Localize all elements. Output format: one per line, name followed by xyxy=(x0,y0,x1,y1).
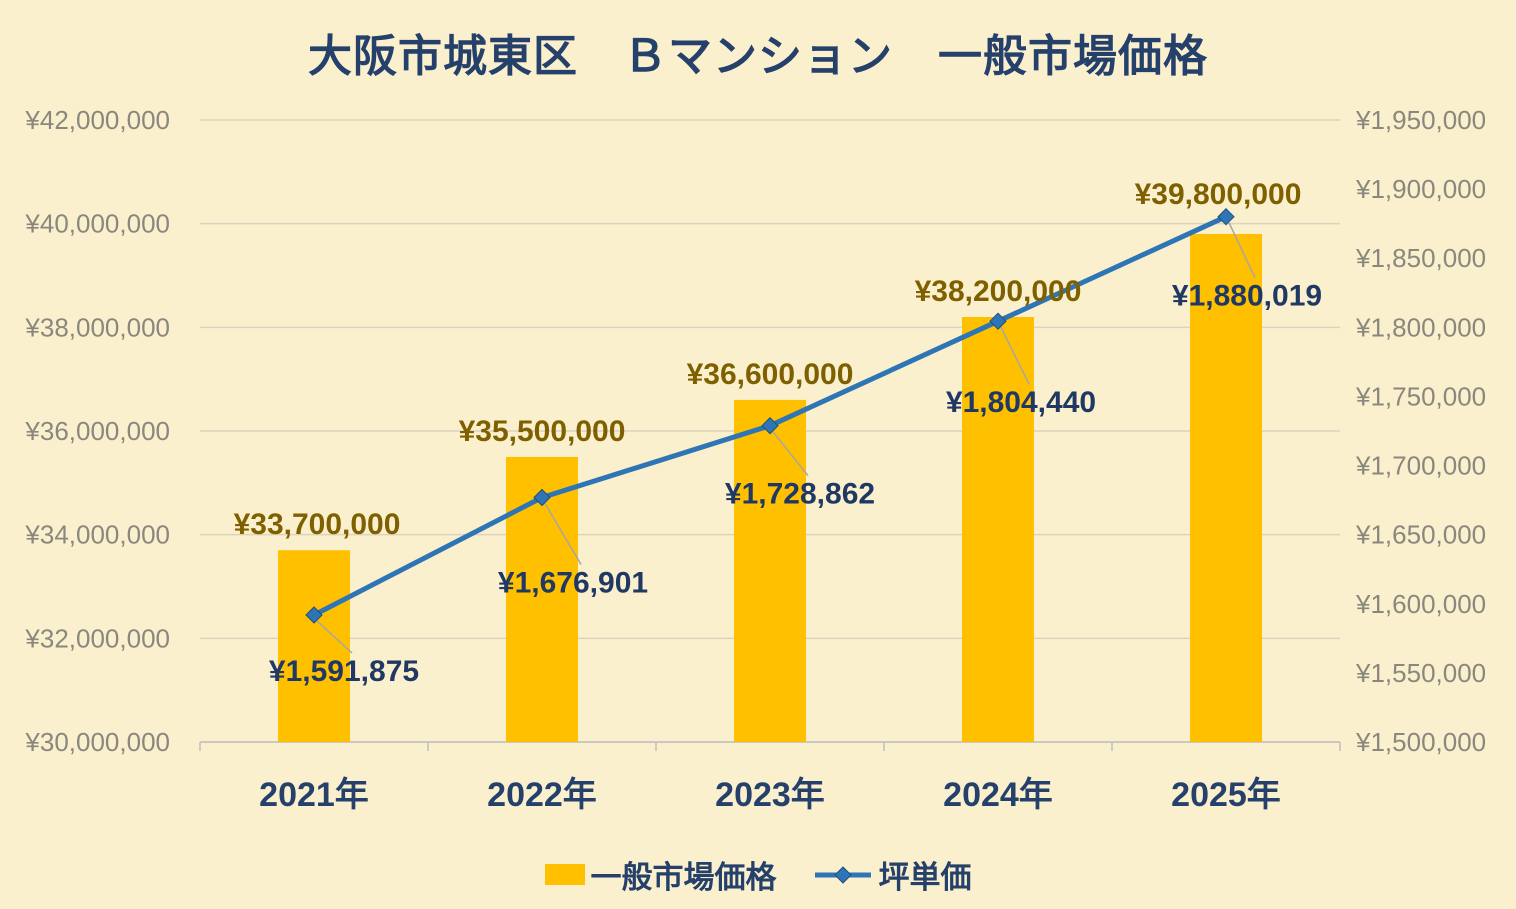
category-label: 2021年 xyxy=(259,776,369,814)
bar-data-label: ¥33,700,000 xyxy=(234,508,401,541)
right-axis-tick-label: ¥1,550,000 xyxy=(1355,658,1486,688)
legend-label-unit-price: 坪単価 xyxy=(878,860,972,895)
bar-data-label: ¥35,500,000 xyxy=(459,415,626,448)
left-axis-tick-label: ¥42,000,000 xyxy=(24,105,170,135)
right-axis-tick-label: ¥1,500,000 xyxy=(1355,727,1486,757)
right-axis-tick-label: ¥1,800,000 xyxy=(1355,312,1486,342)
label-leader-line xyxy=(1228,222,1256,279)
bar-series-swatch xyxy=(544,864,585,885)
bar-data-label: ¥38,200,000 xyxy=(915,275,1082,308)
right-axis-tick-label: ¥1,700,000 xyxy=(1355,451,1486,481)
bar-2021年 xyxy=(278,550,350,742)
legend-item-market-price: 一般市場価格 xyxy=(544,852,777,897)
label-leader-line xyxy=(544,503,582,565)
bar-2023年 xyxy=(734,399,806,742)
right-axis-tick-label: ¥1,950,000 xyxy=(1355,105,1486,135)
label-leader-line xyxy=(316,620,353,654)
line-marker-2022年 xyxy=(533,488,551,507)
line-marker-2021年 xyxy=(305,606,323,624)
line-data-label: ¥1,591,875 xyxy=(269,655,419,688)
right-axis-tick-label: ¥1,850,000 xyxy=(1355,243,1486,273)
category-label: 2025年 xyxy=(1171,776,1281,814)
left-axis-tick-label: ¥40,000,000 xyxy=(24,209,170,239)
left-axis-tick-label: ¥36,000,000 xyxy=(24,416,170,446)
legend-label-market-price: 一般市場価格 xyxy=(590,860,777,895)
category-label: 2023年 xyxy=(715,776,825,814)
line-series-swatch xyxy=(813,864,873,886)
right-axis-tick-label: ¥1,900,000 xyxy=(1355,174,1486,204)
line-data-label: ¥1,804,440 xyxy=(946,386,1096,419)
chart-title: 大阪市城東区 Ｂマンション 一般市場価格 xyxy=(308,32,1208,81)
bar-data-label: ¥36,600,000 xyxy=(687,358,854,391)
bar-2025年 xyxy=(1190,234,1262,742)
left-axis-tick-label: ¥32,000,000 xyxy=(24,623,170,653)
bar-data-label: ¥39,800,000 xyxy=(1135,178,1302,211)
line-data-label: ¥1,728,862 xyxy=(725,478,875,511)
line-data-label: ¥1,880,019 xyxy=(1172,280,1322,313)
label-leader-line xyxy=(772,431,809,477)
line-data-label: ¥1,676,901 xyxy=(498,567,648,600)
category-label: 2022年 xyxy=(487,776,597,814)
left-axis-tick-label: ¥30,000,000 xyxy=(24,727,170,757)
label-leader-line xyxy=(1000,326,1030,385)
line-marker-2025年 xyxy=(1217,207,1235,226)
line-swatch-icon xyxy=(814,865,871,884)
chart-legend: 一般市場価格 坪単価 xyxy=(0,852,1516,897)
right-axis-tick-label: ¥1,750,000 xyxy=(1355,381,1486,411)
left-axis-tick-label: ¥34,000,000 xyxy=(24,520,170,550)
bar-2024年 xyxy=(962,317,1034,742)
right-axis-tick-label: ¥1,600,000 xyxy=(1355,589,1486,619)
right-axis-tick-label: ¥1,650,000 xyxy=(1355,520,1486,550)
category-label: 2024年 xyxy=(943,776,1053,814)
left-axis-tick-label: ¥38,000,000 xyxy=(24,312,170,342)
line-marker-2024年 xyxy=(989,312,1007,330)
line-marker-2023年 xyxy=(761,416,779,435)
legend-item-unit-price: 坪単価 xyxy=(813,852,972,897)
